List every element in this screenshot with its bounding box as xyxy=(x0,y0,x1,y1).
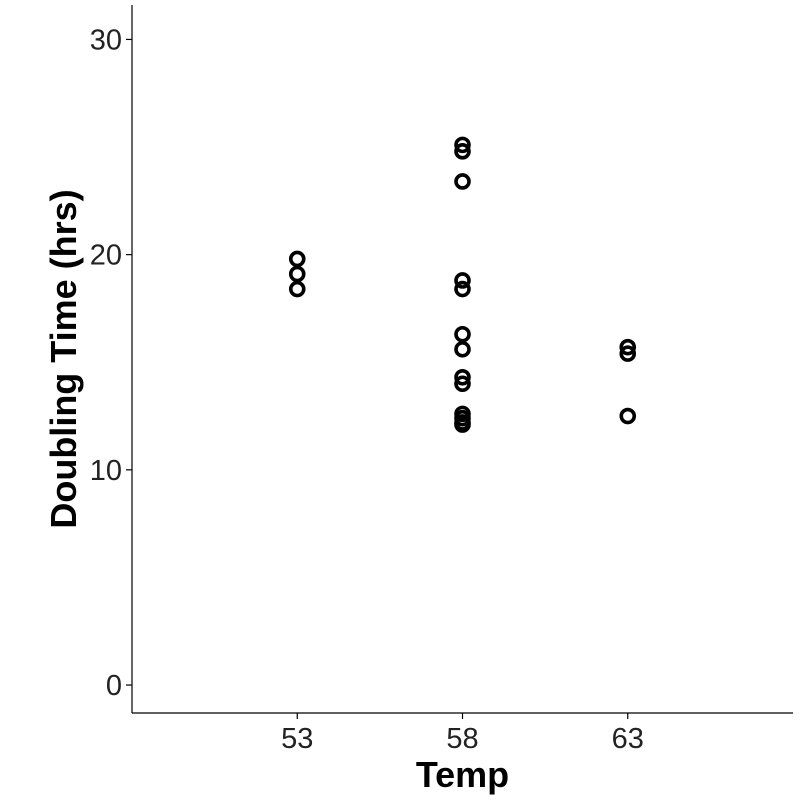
data-point xyxy=(288,265,306,283)
y-tick-label: 30 xyxy=(90,24,122,56)
data-point xyxy=(454,341,471,358)
y-tick-label: 0 xyxy=(106,670,122,702)
data-point xyxy=(454,143,471,160)
x-tick-label: 53 xyxy=(281,723,313,755)
y-tick-label: 20 xyxy=(90,240,122,272)
x-axis-title: Temp xyxy=(416,754,509,795)
data-point xyxy=(288,250,306,268)
data-point xyxy=(454,375,471,393)
data-point xyxy=(288,280,306,298)
y-axis-ticks: 0 10 20 30 xyxy=(90,24,132,702)
data-point xyxy=(619,338,637,356)
axes xyxy=(131,5,793,714)
data-point xyxy=(454,136,471,154)
data-point xyxy=(454,280,471,298)
data-point xyxy=(619,345,637,362)
data-point xyxy=(454,272,471,289)
data-point xyxy=(454,173,471,190)
data-point xyxy=(454,368,471,386)
data-point xyxy=(619,407,637,425)
x-tick-label: 58 xyxy=(446,723,478,755)
data-point xyxy=(454,325,471,343)
data-points xyxy=(288,136,637,433)
x-axis-ticks: 53 58 63 xyxy=(281,713,644,755)
data-point xyxy=(454,416,471,433)
x-tick-label: 63 xyxy=(612,723,644,755)
y-axis-title: Doubling Time (hrs) xyxy=(43,189,84,528)
y-tick-label: 10 xyxy=(90,455,122,487)
